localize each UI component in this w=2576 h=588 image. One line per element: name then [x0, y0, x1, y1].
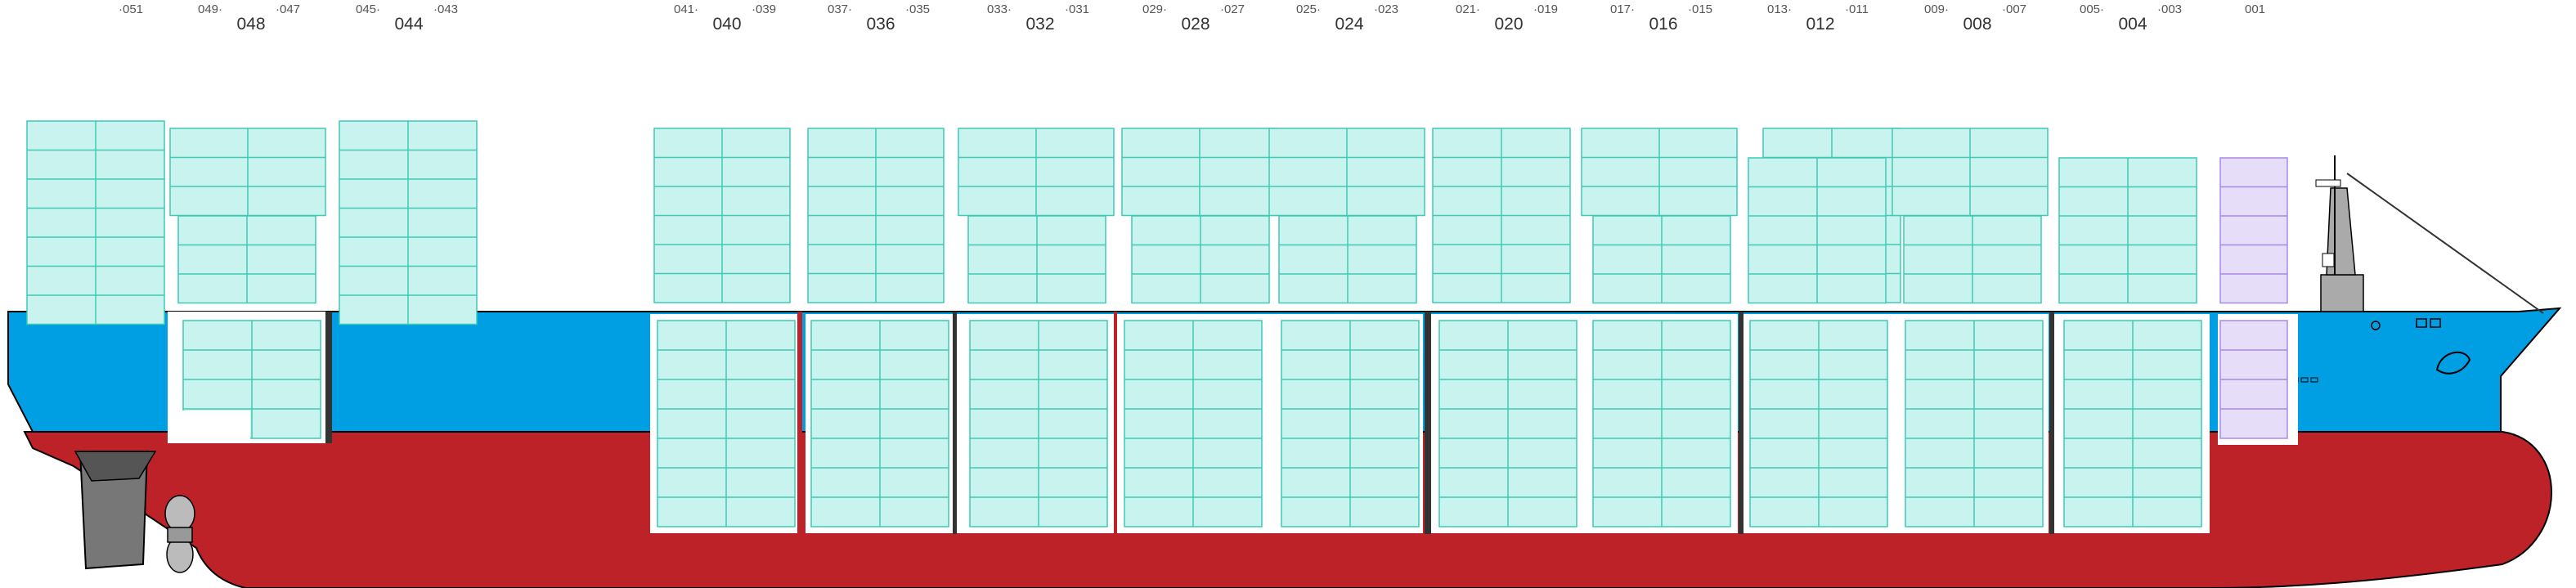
bay-sublabel-033: 033·	[987, 2, 1012, 16]
hold-gap	[170, 411, 250, 442]
bay-label-008: 008	[1963, 15, 1992, 34]
mast-yard	[2315, 179, 2341, 187]
bay-sublabel-021: 021·	[1456, 2, 1481, 16]
bay-label-012: 012	[1806, 15, 1835, 34]
bay-sublabel-045: 045·	[356, 2, 381, 16]
hold-bulkhead	[2049, 312, 2054, 534]
bay-label-028: 028	[1181, 15, 1210, 34]
anchor-icon	[2435, 351, 2471, 375]
bay-sublabel-011: ·011	[1845, 2, 1869, 16]
rudder-head	[74, 451, 157, 482]
bay-label-040: 040	[712, 15, 742, 34]
bay-sublabel-029: 029·	[1142, 2, 1168, 16]
bay-sublabel-023: ·023	[1374, 2, 1399, 16]
hold-bulkhead	[953, 312, 957, 534]
bay-label-020: 020	[1494, 15, 1524, 34]
propeller-hub	[167, 527, 193, 543]
bay-sublabel-043: ·043	[433, 2, 459, 16]
bay-sublabel-009: 009·	[1924, 2, 1950, 16]
forestay-line	[2346, 173, 2544, 314]
bay-sublabel-017: 017·	[1610, 2, 1636, 16]
bay-sublabel-007: ·007	[2002, 2, 2027, 16]
bay-sublabel-049: 049·	[198, 2, 223, 16]
bay-sublabel-047: ·047	[276, 2, 301, 16]
bay-sublabel-041: 041·	[674, 2, 699, 16]
bay-sublabel-031: ·031	[1065, 2, 1090, 16]
hold-bulkhead	[325, 312, 332, 443]
bay-label-032: 032	[1025, 15, 1055, 34]
bay-sublabel-001: 001	[2245, 2, 2266, 16]
bay-label-048: 048	[236, 15, 266, 34]
hull-port-icon	[2310, 377, 2318, 383]
bow-window-icon	[2430, 318, 2441, 328]
bay-label-036: 036	[866, 15, 895, 34]
hold-bulkhead	[1114, 312, 1117, 534]
bay-sublabel-037: 037·	[828, 2, 853, 16]
reefer-container-stack	[2219, 157, 2288, 304]
hold-bulkhead	[1425, 312, 1431, 534]
propeller-blade-upper	[164, 495, 195, 532]
hull-port-icon	[2300, 377, 2309, 383]
bow-window-icon	[2416, 318, 2427, 328]
bay-sublabel-035: ·035	[905, 2, 931, 16]
bay-sublabel-027: ·027	[1220, 2, 1245, 16]
bow-mark-icon	[2371, 321, 2381, 330]
bay-sublabel-025: 025·	[1296, 2, 1322, 16]
hold-bulkhead	[797, 312, 802, 534]
bay-label-024: 024	[1335, 15, 1364, 34]
bay-label-016: 016	[1649, 15, 1678, 34]
bay-sublabel-019: ·019	[1533, 2, 1559, 16]
bay-sublabel-039: ·039	[752, 2, 777, 16]
bay-sublabel-013: 013·	[1767, 2, 1793, 16]
mast-light	[2322, 253, 2335, 267]
hold-bulkhead	[1739, 312, 1744, 534]
bay-sublabel-003: ·003	[2157, 2, 2183, 16]
bay-label-044: 044	[394, 15, 424, 34]
bay-sublabel-051: ·051	[119, 2, 144, 16]
bay-sublabel-005: 005·	[2080, 2, 2105, 16]
bay-sublabel-015: ·015	[1688, 2, 1713, 16]
mast-house	[2320, 274, 2364, 312]
bay-label-004: 004	[2118, 15, 2147, 34]
